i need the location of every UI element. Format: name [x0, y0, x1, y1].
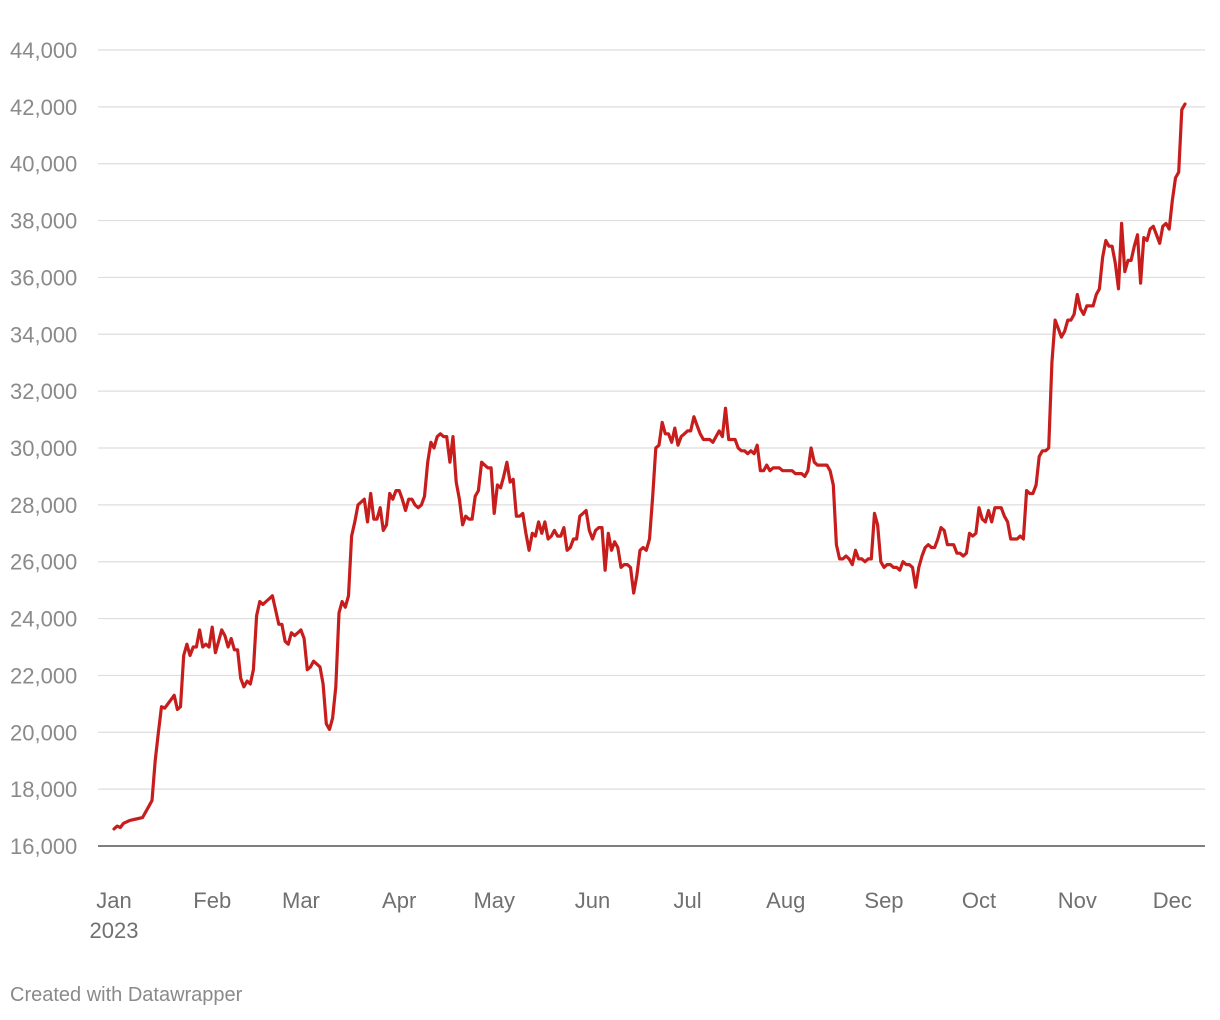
x-tick-label: Jun	[575, 888, 610, 913]
x-axis-ticks: Jan 2023 Feb Mar Apr May Jun Jul Aug Sep Oct Nov Dec	[90, 888, 1192, 943]
y-tick-label: 42,000	[10, 95, 77, 120]
x-tick: Jun	[575, 888, 610, 913]
x-tick: Feb	[193, 888, 231, 913]
x-tick-label: Aug	[766, 888, 805, 913]
y-tick: 22,000	[10, 663, 77, 688]
y-tick: 30,000	[10, 436, 77, 461]
grid-lines	[98, 49, 1205, 847]
x-tick-label: Jan	[96, 888, 131, 913]
x-tick-label: Jul	[673, 888, 701, 913]
y-tick: 28,000	[10, 493, 77, 518]
y-axis-ticks: 16,000 18,000 20,000 22,000 24,000 26,000 28,0…	[10, 38, 77, 859]
y-tick-label: 26,000	[10, 550, 77, 575]
x-tick: Jan 2023	[90, 888, 139, 943]
y-tick: 18,000	[10, 777, 77, 802]
x-tick-year-label: 2023	[90, 918, 139, 943]
y-tick-label: 40,000	[10, 152, 77, 177]
x-tick-label: Feb	[193, 888, 231, 913]
x-tick: May	[473, 888, 515, 913]
y-tick: 20,000	[10, 720, 77, 745]
y-tick: 32,000	[10, 379, 77, 404]
x-tick-label: Oct	[962, 888, 996, 913]
y-tick-label: 34,000	[10, 322, 77, 347]
y-tick: 26,000	[10, 550, 77, 575]
y-tick-label: 18,000	[10, 777, 77, 802]
x-tick-label: Apr	[382, 888, 416, 913]
y-tick: 36,000	[10, 265, 77, 290]
y-tick-label: 36,000	[10, 265, 77, 290]
series-layer	[112, 102, 1187, 831]
x-tick-label: Mar	[282, 888, 320, 913]
y-tick-label: 20,000	[10, 720, 77, 745]
x-tick: Oct	[962, 888, 996, 913]
x-tick: Mar	[282, 888, 320, 913]
y-tick: 40,000	[10, 152, 77, 177]
y-tick-label: 38,000	[10, 209, 77, 234]
x-tick-label: Sep	[864, 888, 903, 913]
y-tick: 38,000	[10, 209, 77, 234]
x-tick-label: Dec	[1153, 888, 1192, 913]
x-tick-label: Nov	[1058, 888, 1097, 913]
y-tick-label: 22,000	[10, 663, 77, 688]
credit-text: Created with Datawrapper	[10, 984, 243, 1006]
y-tick: 16,000	[10, 834, 77, 859]
y-tick: 34,000	[10, 322, 77, 347]
series-line	[112, 102, 1187, 831]
x-tick-label: May	[473, 888, 515, 913]
y-tick-label: 28,000	[10, 493, 77, 518]
y-tick-label: 30,000	[10, 436, 77, 461]
y-tick: 44,000	[10, 38, 77, 63]
x-tick: Dec	[1153, 888, 1192, 913]
x-tick: Aug	[766, 888, 805, 913]
y-tick: 42,000	[10, 95, 77, 120]
y-tick-label: 32,000	[10, 379, 77, 404]
x-tick: Jul	[673, 888, 701, 913]
x-tick: Nov	[1058, 888, 1097, 913]
y-tick-label: 44,000	[10, 38, 77, 63]
x-tick: Apr	[382, 888, 416, 913]
y-tick-label: 16,000	[10, 834, 77, 859]
y-tick: 24,000	[10, 607, 77, 632]
x-tick: Sep	[864, 888, 903, 913]
y-tick-label: 24,000	[10, 607, 77, 632]
